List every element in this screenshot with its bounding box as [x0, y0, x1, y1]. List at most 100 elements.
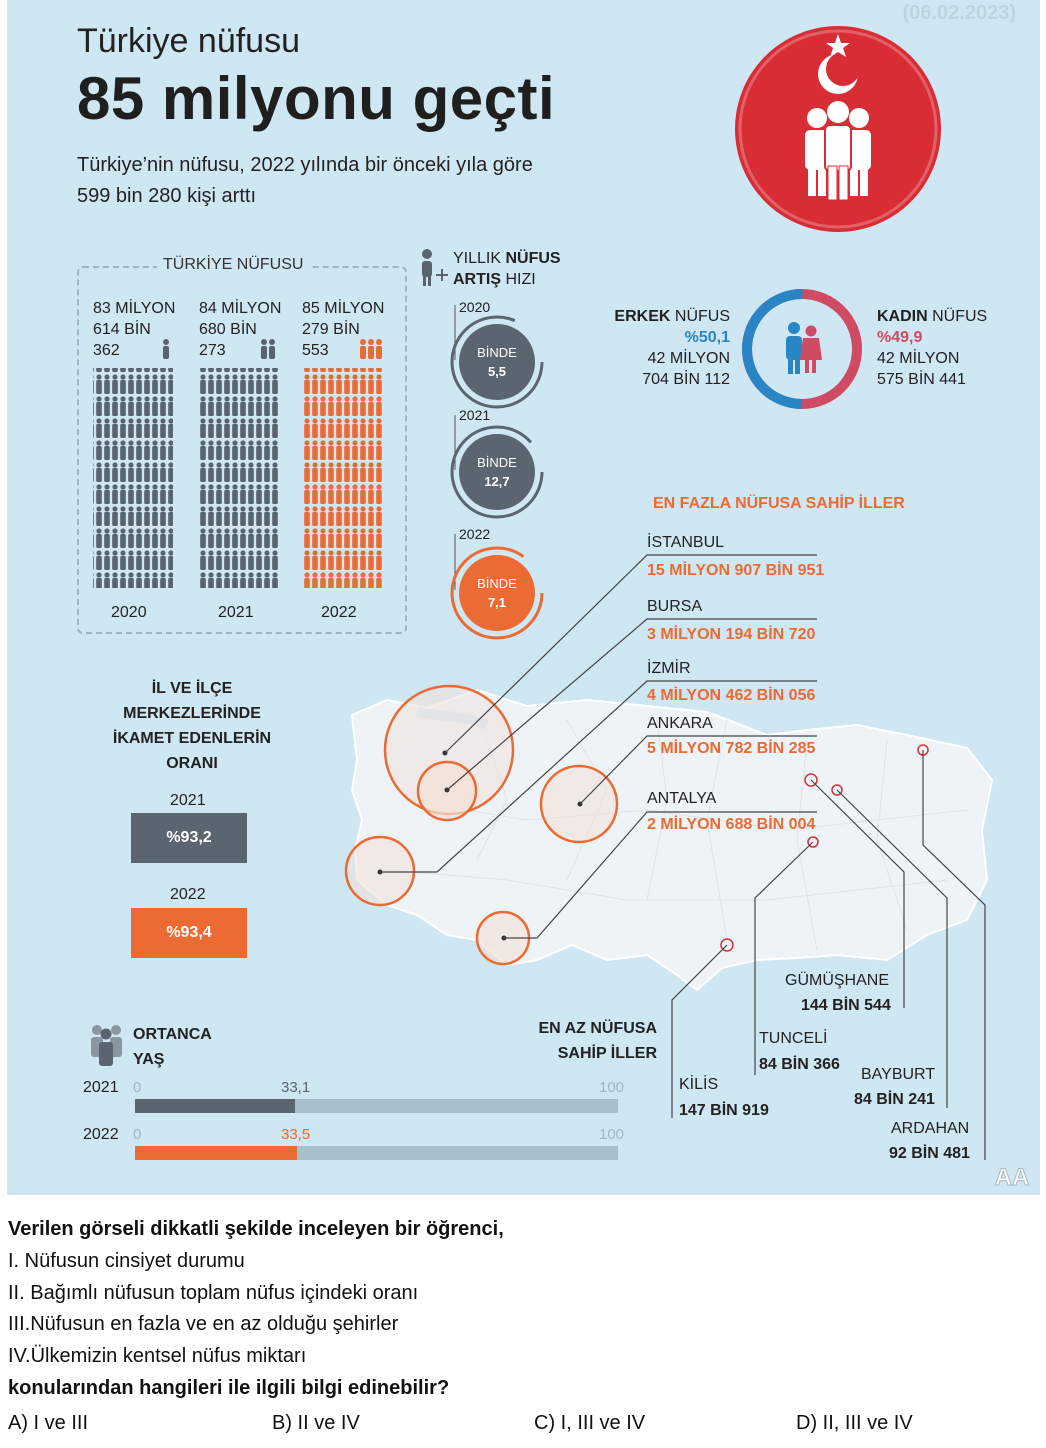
age-value-2022: 33,5: [281, 1126, 311, 1143]
choice-c[interactable]: C) I, III ve IV: [534, 1412, 646, 1434]
choice-a[interactable]: A) I ve III: [8, 1412, 89, 1434]
residence-bar-2021: %93,2: [131, 813, 247, 863]
male-pct: %50,1: [684, 329, 730, 346]
residence-title: İL VE İLÇE MERKEZLERİNDE İKAMET EDENLERİ…: [97, 676, 287, 776]
age-year-2022: 2022: [83, 1126, 119, 1143]
city-name-gumushane: GÜMÜŞHANE: [785, 972, 890, 989]
city-name-izmir: İZMİR: [647, 660, 691, 677]
city-value-ankara: 5 MİLYON 782 BİN 285: [647, 740, 816, 757]
city-name-kilis: KİLİS: [679, 1076, 719, 1093]
age-fill-2022: [135, 1146, 297, 1160]
median-age-title-l1: ORTANCA: [133, 1026, 212, 1043]
anadolu-agency-logo-icon: AA: [994, 1164, 1030, 1191]
date-label: (06.02.2023): [902, 2, 1016, 24]
male-population: ERKEK NÜFUS %50,1 42 MİLYON 704 BİN 112: [567, 306, 730, 390]
male-l1: 42 MİLYON: [647, 350, 730, 367]
male-l2: 704 BİN 112: [642, 371, 730, 388]
least-populated-title: EN AZ NÜFUSA SAHİP İLLER: [517, 1016, 657, 1066]
median-age-title-l2: YAŞ: [133, 1051, 165, 1068]
residence-title-l4: ORANI: [166, 755, 218, 772]
question-item-3: III.Nüfusun en fazla ve en az olduğu şeh…: [8, 1313, 399, 1335]
choice-d[interactable]: D) II, III ve IV: [796, 1412, 913, 1434]
residence-year-2022: 2022: [170, 886, 206, 903]
city-name-tunceli: TUNCELİ: [759, 1030, 828, 1047]
city-value-ardahan: 92 BİN 481: [889, 1145, 970, 1162]
population-logo-icon: [735, 26, 941, 232]
age-fill-2021: [135, 1099, 295, 1113]
growth-circle-2022: BİNDE 7,1: [459, 555, 535, 631]
question-prompt: konularından hangileri ile ilgili bilgi …: [8, 1377, 450, 1399]
least-title-l2: SAHİP İLLER: [557, 1045, 657, 1062]
female-bold: KADIN: [877, 308, 928, 325]
people-grid-2020: [93, 368, 173, 588]
city-value-tunceli: 84 BİN 366: [759, 1056, 840, 1073]
residence-year-2021: 2021: [170, 792, 206, 809]
province-borders: [386, 719, 968, 951]
person-icon: [163, 339, 169, 359]
city-value-bayburt: 84 BİN 241: [854, 1091, 935, 1108]
growth-value-2020: 5,5: [487, 364, 507, 379]
age-axis-max-2022: 100: [599, 1126, 625, 1143]
people-grid-2022: [303, 368, 383, 588]
choice-b[interactable]: B) II ve IV: [272, 1412, 360, 1434]
population-2022-l1: 85 MİLYON: [302, 300, 385, 317]
population-2020-l3: 362: [93, 342, 120, 359]
crescent-people-icon: [738, 29, 938, 229]
city-name-ardahan: ARDAHAN: [891, 1120, 970, 1137]
population-2020: 83 MİLYON 614 BİN 362: [93, 298, 175, 361]
population-2021: 84 MİLYON 680 BİN 273: [199, 298, 281, 361]
year-label-2022: 2022: [321, 604, 357, 621]
population-2020-l1: 83 MİLYON: [93, 300, 176, 317]
growth-title-bold2: ARTIŞ: [453, 271, 501, 288]
growth-value-2021: 12,7: [484, 474, 510, 489]
growth-title-bold1: NÜFUS: [505, 250, 561, 267]
city-value-bursa: 3 MİLYON 194 BİN 720: [647, 626, 816, 643]
population-2022-l2: 279 BİN: [302, 321, 360, 338]
question-stem: Verilen görseli dikkatli şekilde inceley…: [8, 1218, 504, 1240]
most-populated-title: EN FAZLA NÜFUSA SAHİP İLLER: [653, 495, 905, 512]
people-group-icon: [91, 1025, 122, 1066]
least-title-l1: EN AZ NÜFUSA: [538, 1020, 657, 1037]
age-track-2021: [135, 1099, 618, 1113]
population-box-title: TÜRKİYE NÜFUSU: [157, 256, 310, 274]
turkey-map: [344, 554, 994, 1160]
leader-lines-most: [380, 554, 817, 939]
title-line1: Türkiye nüfusu: [77, 22, 300, 60]
city-name-antalya: ANTALYA: [647, 790, 717, 807]
growth-title-post: HIZI: [501, 271, 536, 288]
least-city-markers: [720, 744, 929, 952]
city-value-antalya: 2 MİLYON 688 BİN 004: [647, 816, 816, 833]
residence-title-l3: İKAMET EDENLERİN: [112, 730, 272, 747]
median-age-title: ORTANCA YAŞ: [133, 1022, 212, 1072]
two-persons-icon: [261, 339, 275, 359]
growth-rings: [450, 305, 544, 640]
people-grid-2021: [199, 368, 279, 588]
city-value-kilis: 147 BİN 919: [679, 1102, 769, 1119]
age-axis-max-2021: 100: [599, 1079, 625, 1096]
city-name-bayburt: BAYBURT: [861, 1066, 936, 1083]
residence-title-l1: İL VE İLÇE: [151, 680, 233, 697]
subtitle-line1: Türkiye’nin nüfusu, 2022 yılında bir önc…: [77, 154, 533, 176]
growth-label-2021: BİNDE: [477, 455, 517, 470]
question-item-4: IV.Ülkemizin kentsel nüfus miktarı: [8, 1345, 307, 1367]
leader-lines-least: [671, 750, 986, 1160]
female-population: KADIN NÜFUS %49,9 42 MİLYON 575 BİN 441: [877, 306, 987, 390]
growth-label-2022: BİNDE: [477, 576, 517, 591]
city-name-bursa: BURSA: [647, 598, 703, 615]
age-axis-min-2021: 0: [133, 1079, 142, 1096]
city-value-izmir: 4 MİLYON 462 BİN 056: [647, 687, 816, 704]
population-2021-l3: 273: [199, 342, 226, 359]
person-plus-icon: [422, 249, 448, 286]
growth-value-2022: 7,1: [487, 595, 507, 610]
infographic: (06.02.2023) Türkiye nüfusu 85 milyonu g…: [7, 0, 1040, 1195]
population-2021-l1: 84 MİLYON: [199, 300, 282, 317]
population-pictogram: [93, 339, 383, 588]
female-pct: %49,9: [877, 329, 923, 346]
female-word: NÜFUS: [927, 308, 988, 325]
residence-bar-2022: %93,4: [131, 908, 247, 958]
subtitle: Türkiye’nin nüfusu, 2022 yılında bir önc…: [77, 150, 617, 212]
three-persons-icon: [360, 339, 382, 359]
age-axis-min-2022: 0: [133, 1126, 142, 1143]
year-label-2021: 2021: [218, 604, 254, 621]
growth-label-2020: BİNDE: [477, 345, 517, 360]
